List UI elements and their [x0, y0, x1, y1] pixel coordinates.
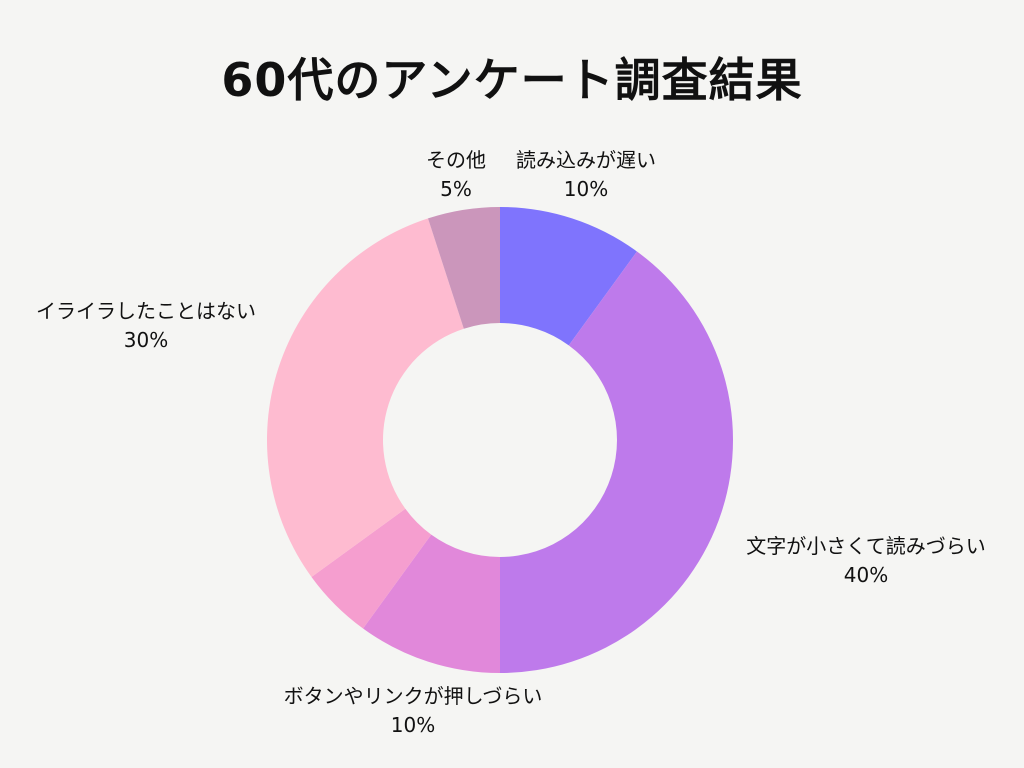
label-never-pct: 30%	[123, 328, 169, 352]
label-never-name: イライラしたことはない	[36, 299, 256, 323]
donut-slice-4	[267, 218, 464, 577]
donut-slices	[267, 207, 734, 674]
label-other: その他 5%	[420, 146, 492, 204]
donut-slice-1	[500, 251, 734, 674]
label-buttons-name: ボタンやリンクが押しづらい	[283, 684, 543, 708]
label-buttons: ボタンやリンクが押しづらい 10%	[255, 682, 571, 740]
label-buttons-pct: 10%	[390, 713, 436, 737]
chart-title: 60代のアンケート調査結果	[221, 53, 803, 107]
donut-slice-3	[311, 508, 432, 629]
label-other-name: その他	[426, 148, 486, 172]
label-never: イライラしたことはない 30%	[8, 297, 284, 355]
label-slow-name: 読み込みが遅い	[516, 148, 656, 172]
label-small-text-pct: 40%	[843, 563, 889, 587]
donut-slice-0	[500, 207, 637, 346]
label-small-text-name: 文字が小さくて読みづらい	[746, 534, 986, 558]
label-slow: 読み込みが遅い 10%	[500, 146, 672, 204]
label-small-text: 文字が小さくて読みづらい 40%	[720, 532, 1012, 590]
label-other-pct: 5%	[440, 177, 472, 201]
donut-slice-5	[427, 207, 500, 329]
label-slow-pct: 10%	[563, 177, 609, 201]
donut-slice-2	[363, 534, 500, 673]
